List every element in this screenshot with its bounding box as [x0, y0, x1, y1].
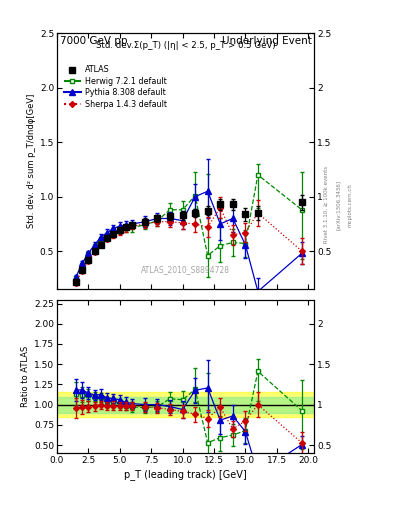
Bar [57, 393, 314, 417]
Text: 7000 GeV pp: 7000 GeV pp [60, 36, 127, 46]
Text: ATLAS_2010_S8894728: ATLAS_2010_S8894728 [141, 265, 230, 274]
Text: mcplots.cern.ch: mcplots.cern.ch [348, 183, 353, 227]
Text: Std. dev.Σ(p_T) (|η| < 2.5, p_T > 0.5 GeV): Std. dev.Σ(p_T) (|η| < 2.5, p_T > 0.5 Ge… [96, 41, 275, 50]
Y-axis label: Ratio to ATLAS: Ratio to ATLAS [21, 346, 30, 407]
X-axis label: p_T (leading track) [GeV]: p_T (leading track) [GeV] [124, 469, 247, 480]
Legend: ATLAS, Herwig 7.2.1 default, Pythia 8.308 default, Sherpa 1.4.3 default: ATLAS, Herwig 7.2.1 default, Pythia 8.30… [64, 66, 167, 109]
Y-axis label: Std. dev. d² sum p_T/dndφ[GeV]: Std. dev. d² sum p_T/dndφ[GeV] [27, 94, 36, 228]
Bar [57, 396, 314, 413]
Text: Underlying Event: Underlying Event [222, 36, 312, 46]
Text: [arXiv:1306.3436]: [arXiv:1306.3436] [336, 180, 341, 230]
Text: Rivet 3.1.10, ≥ 100k events: Rivet 3.1.10, ≥ 100k events [324, 166, 329, 243]
